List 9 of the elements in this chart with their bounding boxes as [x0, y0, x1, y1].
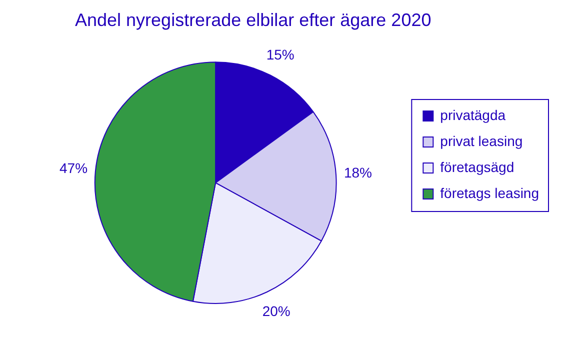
data-label: 15% — [266, 46, 294, 63]
legend-label: privat leasing — [440, 132, 523, 149]
data-label: 47% — [59, 160, 88, 176]
legend-label: företagsägd — [440, 158, 514, 175]
data-label: 20% — [262, 302, 290, 319]
data-label: 18% — [344, 164, 372, 181]
legend-label: företags leasing — [440, 184, 540, 201]
legend-label: privatägda — [440, 106, 506, 123]
chart-title: Andel nyregistrerade elbilar efter ägare 2020 — [75, 10, 432, 30]
